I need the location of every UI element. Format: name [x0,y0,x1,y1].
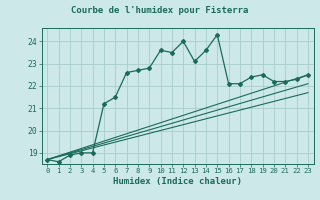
X-axis label: Humidex (Indice chaleur): Humidex (Indice chaleur) [113,177,242,186]
Text: Courbe de l'humidex pour Fisterra: Courbe de l'humidex pour Fisterra [71,6,249,15]
